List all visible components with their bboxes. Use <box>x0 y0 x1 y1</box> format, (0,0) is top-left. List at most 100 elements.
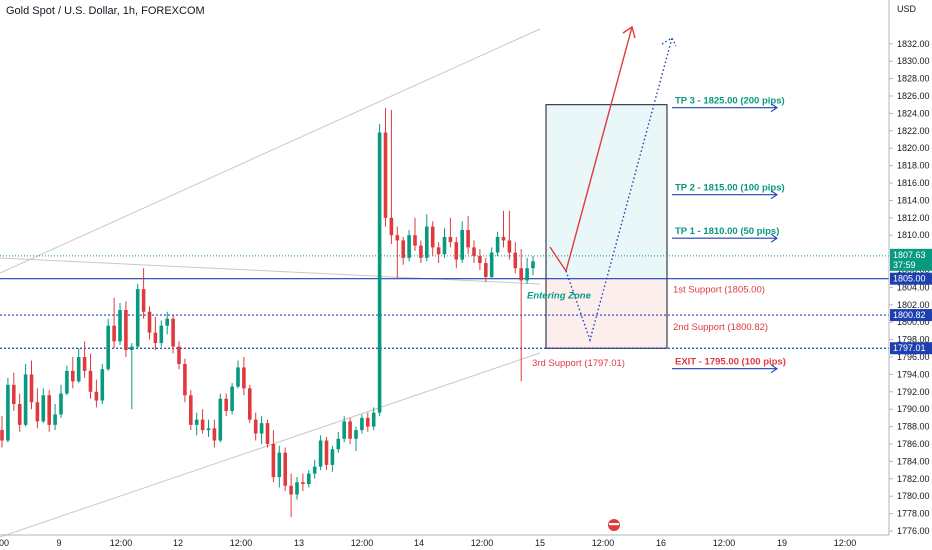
candle-body <box>153 332 158 344</box>
candle-body <box>383 132 388 218</box>
x-tick-label: 16 <box>656 538 666 548</box>
chart-title: Gold Spot / U.S. Dollar, 1h, FOREXCOM <box>6 5 205 17</box>
target-label: TP 3 - 1825.00 (200 pips) <box>675 96 785 107</box>
candle-body <box>395 235 400 241</box>
price-axis[interactable]: USD 1776.00 1778.00 1780.00 1782.00 1784.00 17… <box>888 0 932 536</box>
candle-body <box>200 419 205 431</box>
candle-body <box>289 485 293 495</box>
risk-zone <box>546 278 667 349</box>
target-label: TP 2 - 1815.00 (100 pips) <box>675 183 785 194</box>
candle-body <box>259 423 264 434</box>
candle-body <box>206 428 211 431</box>
y-tick-label: 1816.00 <box>897 178 930 188</box>
candle-body <box>253 419 258 434</box>
countdown-text: 37:59 <box>893 260 916 270</box>
candle-body <box>342 421 346 439</box>
candle-body <box>513 252 518 269</box>
target-label: EXIT - 1795.00 (100 pips) <box>675 357 786 368</box>
candle-body <box>59 393 63 415</box>
candle-body <box>366 417 370 427</box>
projection-arrows <box>549 25 677 343</box>
upper-trend-line <box>0 28 541 274</box>
candle-body <box>348 421 352 439</box>
x-tick-label: 12 <box>173 538 183 548</box>
price-tag <box>890 342 932 355</box>
target-arrowhead <box>770 364 778 374</box>
x-tick-label: 15 <box>535 538 545 548</box>
price-tag-text: 1797.01 <box>893 343 926 353</box>
candle-body <box>507 240 512 253</box>
candle-body <box>430 226 435 248</box>
candle-body <box>295 482 299 495</box>
candle-body <box>35 402 40 422</box>
trend-lines <box>0 28 541 538</box>
candle-body <box>218 398 223 441</box>
target-arrowhead <box>770 233 778 243</box>
y-tick-label: 1802.00 <box>897 300 930 310</box>
candle-body <box>377 132 382 413</box>
lower-trend-line <box>0 352 541 538</box>
y-tick-label: 1812.00 <box>897 213 930 223</box>
us-event-icon-stripe <box>609 523 619 526</box>
candle-body <box>519 268 523 281</box>
candle-body <box>100 369 105 401</box>
last-price-tag <box>890 248 932 271</box>
candle-body <box>118 310 122 342</box>
candle-body <box>413 235 417 246</box>
candle-body <box>17 403 22 425</box>
candle-body <box>472 247 476 257</box>
candle-body <box>265 423 270 444</box>
candle-body <box>236 367 240 387</box>
x-tick-label: 19 <box>777 538 787 548</box>
price-tag <box>890 272 932 285</box>
candle-body <box>41 395 46 422</box>
support-3-label: 3rd Support (1797.01) <box>532 358 625 369</box>
time-axis[interactable]: 00 9 12:00 12 12:00 13 12:00 14 12:00 15 12:00 16 12… <box>0 519 889 548</box>
x-tick-label: 12:00 <box>471 538 494 548</box>
candle-body <box>324 440 329 465</box>
entering-zone-label: Entering Zone <box>527 291 592 302</box>
x-tick-label: 12:00 <box>713 538 736 548</box>
candle-body <box>112 325 116 342</box>
y-tick-label: 1818.00 <box>897 161 930 171</box>
candle-body <box>354 430 358 439</box>
y-tick-label: 1800.00 <box>897 317 930 327</box>
candle-body <box>177 346 181 364</box>
retest-arrowhead <box>661 37 677 47</box>
x-tick-label: 12:00 <box>834 538 857 548</box>
candle-body <box>76 357 81 382</box>
candle-body <box>47 395 51 425</box>
candle-body <box>224 398 228 411</box>
y-tick-label: 1820.00 <box>897 143 930 153</box>
candle-body <box>495 236 500 253</box>
trade-zones <box>545 104 668 349</box>
candle-body <box>389 217 394 236</box>
y-tick-label: 1810.00 <box>897 230 930 240</box>
x-tick-label: 00 <box>0 538 9 548</box>
candle-body <box>484 263 488 277</box>
candle-body <box>271 444 276 478</box>
candle-body <box>419 245 423 258</box>
y-tick-label: 1780.00 <box>897 491 930 501</box>
candle-body <box>312 466 317 474</box>
candle-body <box>248 388 252 420</box>
annotations: TP 3 - 1825.00 (200 pips) TP 2 - 1815.00 … <box>527 96 786 374</box>
y-tick-label: 1804.00 <box>897 282 930 292</box>
x-tick-label: 12:00 <box>351 538 374 548</box>
candle-body <box>336 438 341 450</box>
candle-body <box>277 452 282 478</box>
candle-body <box>531 261 535 269</box>
candle-body <box>301 482 305 485</box>
price-tag <box>890 309 932 322</box>
last-price-text: 1807.63 <box>893 250 926 260</box>
candle-body <box>212 428 217 441</box>
candle-body <box>194 419 199 425</box>
candle-body <box>525 268 529 281</box>
support-1-label: 1st Support (1805.00) <box>673 285 765 296</box>
candle-body <box>442 236 447 255</box>
x-tick-label: 9 <box>56 538 61 548</box>
candle-body <box>460 229 464 260</box>
currency-label: USD <box>897 4 917 14</box>
profit-zone <box>546 104 667 279</box>
